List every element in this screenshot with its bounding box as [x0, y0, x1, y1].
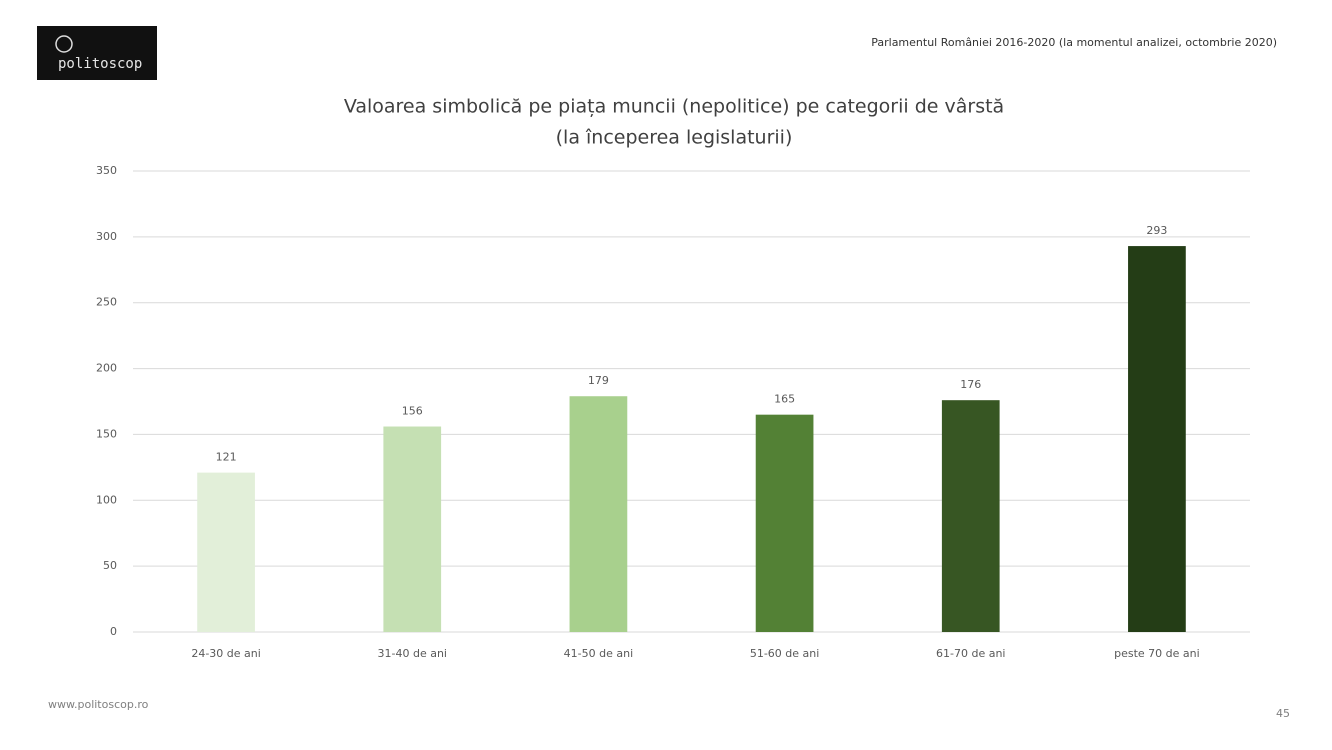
x-tick-label: peste 70 de ani: [1114, 647, 1200, 660]
data-label: 176: [960, 378, 981, 391]
y-tick-label: 200: [96, 362, 117, 375]
logo-box: [37, 26, 157, 80]
data-label: 293: [1146, 224, 1167, 237]
data-label: 156: [402, 405, 423, 418]
bar: [1128, 246, 1186, 632]
logo-icon: [55, 35, 73, 53]
y-tick-label: 0: [110, 625, 117, 638]
header-note: Parlamentul României 2016-2020 (la momen…: [871, 36, 1277, 49]
y-tick-label: 300: [96, 230, 117, 243]
y-tick-label: 50: [103, 559, 117, 572]
logo-text: politoscop: [58, 56, 142, 72]
chart-subtitle: (la începerea legislaturii): [556, 127, 793, 149]
y-tick-label: 100: [96, 493, 117, 506]
x-tick-label: 51-60 de ani: [750, 647, 819, 660]
y-tick-label: 150: [96, 427, 117, 440]
x-tick-label: 61-70 de ani: [936, 647, 1005, 660]
bar: [755, 414, 814, 632]
x-tick-label: 41-50 de ani: [564, 647, 633, 660]
y-tick-label: 350: [96, 164, 117, 177]
chart-title: Valoarea simbolică pe piața muncii (nepo…: [344, 96, 1004, 118]
x-tick-label: 31-40 de ani: [378, 647, 447, 660]
page-number: 45: [1276, 707, 1290, 720]
x-tick-label: 24-30 de ani: [191, 647, 260, 660]
bar: [197, 472, 255, 632]
footer-url: www.politoscop.ro: [48, 698, 149, 711]
data-label: 121: [216, 451, 237, 464]
data-label: 179: [588, 374, 609, 387]
bar: [941, 400, 1000, 632]
logo: politoscop: [37, 26, 157, 80]
y-tick-label: 250: [96, 296, 117, 309]
bar: [569, 396, 628, 632]
bar: [383, 426, 442, 632]
data-label: 165: [774, 393, 795, 406]
